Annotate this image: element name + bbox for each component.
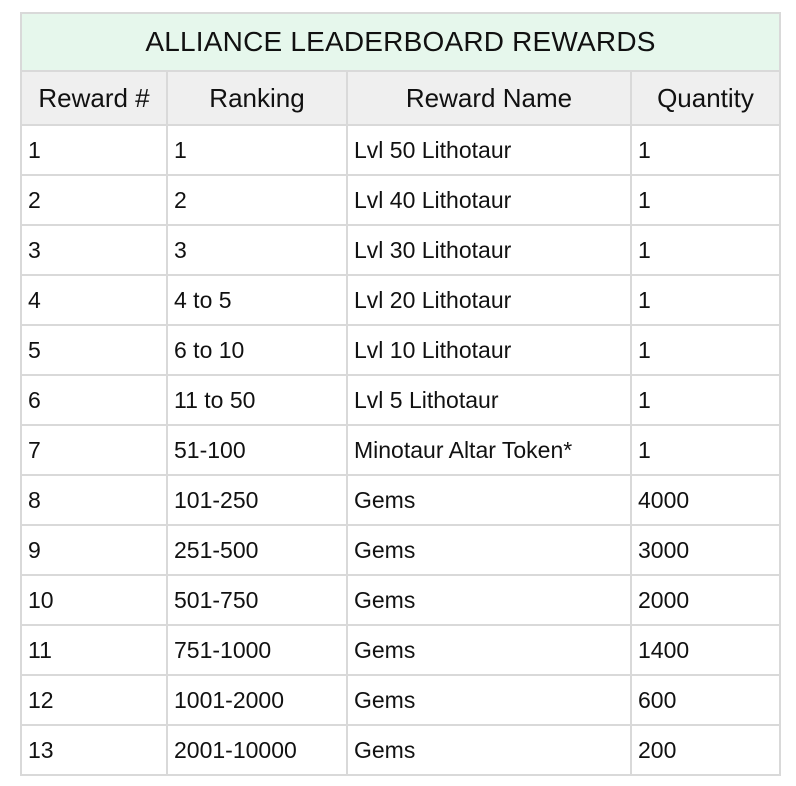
cell-ranking: 2 [166,174,348,226]
table-row: 2 2 Lvl 40 Lithotaur 1 [20,174,781,226]
table-row: 9 251-500 Gems 3000 [20,524,781,576]
cell-quantity: 4000 [630,474,781,526]
cell-quantity: 200 [630,724,781,776]
table-row: 10 501-750 Gems 2000 [20,574,781,626]
cell-ranking: 1001-2000 [166,674,348,726]
table-row: 13 2001-10000 Gems 200 [20,724,781,776]
cell-ranking: 3 [166,224,348,276]
cell-reward-number: 3 [20,224,168,276]
cell-reward-name: Lvl 10 Lithotaur [346,324,632,376]
leaderboard-rewards-table: ALLIANCE LEADERBOARD REWARDS Reward # Ra… [20,12,781,776]
table-row: 6 11 to 50 Lvl 5 Lithotaur 1 [20,374,781,426]
cell-ranking: 11 to 50 [166,374,348,426]
cell-reward-number: 8 [20,474,168,526]
cell-ranking: 51-100 [166,424,348,476]
cell-quantity: 1 [630,174,781,226]
cell-reward-name: Lvl 5 Lithotaur [346,374,632,426]
cell-ranking: 501-750 [166,574,348,626]
cell-reward-name: Gems [346,724,632,776]
cell-quantity: 3000 [630,524,781,576]
cell-quantity: 1400 [630,624,781,676]
cell-quantity: 1 [630,274,781,326]
cell-reward-name: Gems [346,674,632,726]
cell-quantity: 2000 [630,574,781,626]
table-title: ALLIANCE LEADERBOARD REWARDS [20,12,781,72]
cell-ranking: 251-500 [166,524,348,576]
table-row: 11 751-1000 Gems 1400 [20,624,781,676]
cell-reward-name: Gems [346,624,632,676]
cell-reward-name: Lvl 50 Lithotaur [346,124,632,176]
cell-ranking: 101-250 [166,474,348,526]
cell-quantity: 1 [630,324,781,376]
cell-reward-name: Gems [346,474,632,526]
table-header-row: Reward # Ranking Reward Name Quantity [20,70,781,126]
column-header-reward-name: Reward Name [346,70,632,126]
cell-reward-number: 6 [20,374,168,426]
cell-reward-number: 10 [20,574,168,626]
table-body: 1 1 Lvl 50 Lithotaur 1 2 2 Lvl 40 Lithotaur 1 3 3… [20,124,781,776]
cell-reward-number: 12 [20,674,168,726]
cell-reward-name: Minotaur Altar Token* [346,424,632,476]
cell-reward-name: Gems [346,574,632,626]
table-row: 8 101-250 Gems 4000 [20,474,781,526]
cell-reward-number: 9 [20,524,168,576]
cell-reward-name: Lvl 40 Lithotaur [346,174,632,226]
cell-reward-number: 4 [20,274,168,326]
cell-ranking: 6 to 10 [166,324,348,376]
table-title-row: ALLIANCE LEADERBOARD REWARDS [20,12,781,72]
cell-reward-number: 1 [20,124,168,176]
cell-ranking: 2001-10000 [166,724,348,776]
cell-quantity: 600 [630,674,781,726]
cell-quantity: 1 [630,374,781,426]
cell-reward-number: 2 [20,174,168,226]
cell-reward-number: 11 [20,624,168,676]
cell-reward-number: 5 [20,324,168,376]
column-header-reward-number: Reward # [20,70,168,126]
cell-reward-name: Lvl 30 Lithotaur [346,224,632,276]
cell-reward-name: Lvl 20 Lithotaur [346,274,632,326]
cell-quantity: 1 [630,224,781,276]
cell-quantity: 1 [630,124,781,176]
cell-reward-name: Gems [346,524,632,576]
cell-ranking: 1 [166,124,348,176]
cell-ranking: 4 to 5 [166,274,348,326]
column-header-ranking: Ranking [166,70,348,126]
table-row: 12 1001-2000 Gems 600 [20,674,781,726]
column-header-quantity: Quantity [630,70,781,126]
table-row: 1 1 Lvl 50 Lithotaur 1 [20,124,781,176]
table-row: 7 51-100 Minotaur Altar Token* 1 [20,424,781,476]
cell-quantity: 1 [630,424,781,476]
cell-ranking: 751-1000 [166,624,348,676]
cell-reward-number: 7 [20,424,168,476]
cell-reward-number: 13 [20,724,168,776]
table-row: 3 3 Lvl 30 Lithotaur 1 [20,224,781,276]
